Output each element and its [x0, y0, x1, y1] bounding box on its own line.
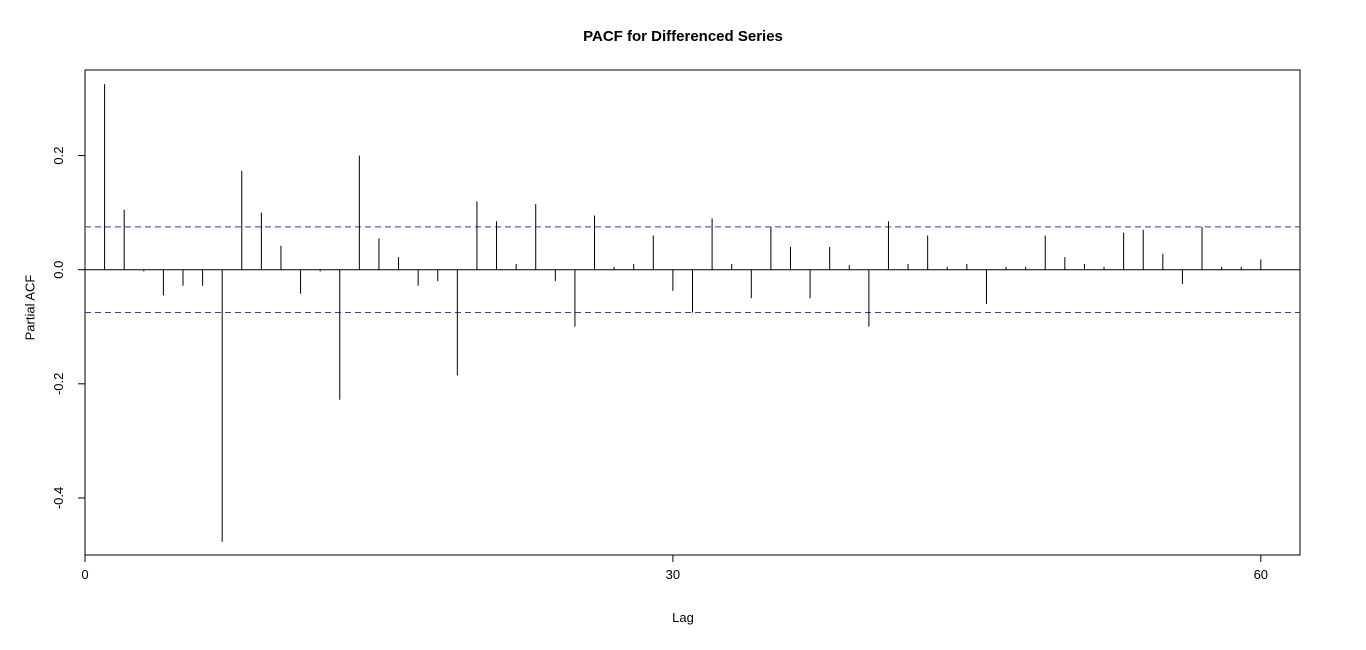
svg-text:0.2: 0.2 [51, 147, 66, 165]
svg-text:30: 30 [666, 567, 680, 582]
svg-text:-0.2: -0.2 [51, 373, 66, 395]
svg-text:-0.4: -0.4 [51, 487, 66, 509]
svg-text:0: 0 [81, 567, 88, 582]
pacf-chart-container: PACF for Differenced Series Partial ACF … [0, 0, 1366, 650]
svg-text:60: 60 [1254, 567, 1268, 582]
chart-svg: -0.4 -0.2 0.0 0.2 0 30 60 [0, 0, 1366, 650]
svg-text:0.0: 0.0 [51, 261, 66, 279]
